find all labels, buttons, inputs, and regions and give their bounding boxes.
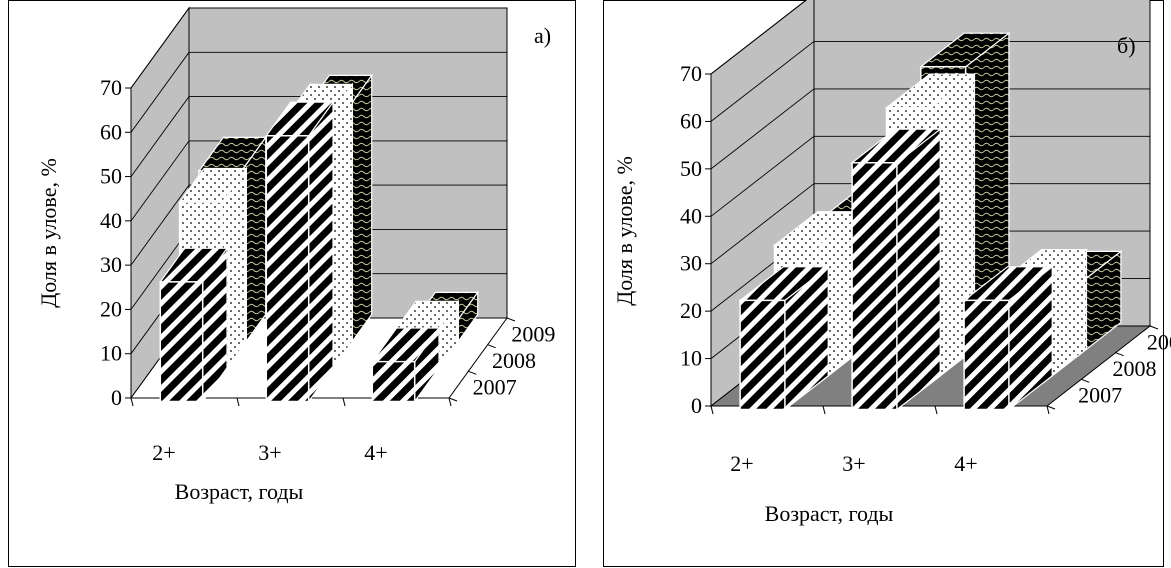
y-tick-label: 30 [680,251,702,276]
x-tick [448,397,452,407]
x-category-label: 3+ [258,440,281,465]
depth-tick [468,370,477,375]
x-category-label: 4+ [954,451,977,476]
depth-tick [506,317,516,322]
y-tick-label: 40 [100,208,122,233]
x-tick [822,405,826,415]
y-tick-label: 20 [100,296,122,321]
gridline [710,0,808,75]
series-depth-label: 2008 [1113,356,1157,381]
bar-2007-4+ [962,265,1054,411]
y-tick-label: 50 [100,164,122,189]
x-tick [934,405,938,415]
series-depth-label: 2009 [1147,329,1171,354]
y-tick-label: 30 [100,252,122,277]
y-tick-label: 10 [100,341,122,366]
gridline [130,7,507,89]
series-depth-label: 2008 [492,348,536,373]
x-category-label: 3+ [842,451,865,476]
y-tick-label: 70 [680,61,702,86]
gridline [710,135,1150,217]
bar-2007-2+ [738,265,830,411]
y-tick-label: 70 [100,75,122,100]
series-depth-label: 2009 [511,321,555,346]
bar-2007-2+ [159,246,229,404]
gridline [710,183,1150,265]
gridline [130,51,507,133]
gridline [710,88,1150,170]
x-category-label: 4+ [364,440,387,465]
bar-2007-4+ [371,326,441,404]
x-axis-title: Возраст, годы [765,501,894,526]
bar-2007-3+ [850,127,942,411]
gridline [130,184,507,266]
bar-2007-3+ [265,100,335,404]
depth-tick [1149,325,1159,330]
y-axis-title: Доля в улове, % [612,156,637,306]
y-tick-label: 60 [680,108,702,133]
gridline [130,140,507,222]
depth-tick [1046,405,1056,410]
y-tick-label: 40 [680,203,702,228]
x-tick [130,397,134,407]
depth-tick [1081,378,1090,383]
depth-tick [1115,352,1124,357]
series-depth-label: 2007 [473,375,517,400]
gridline [710,40,1150,122]
gridline [130,96,507,177]
x-category-label: 2+ [730,451,753,476]
y-tick-label: 10 [680,346,702,371]
chart-panel-a: 0 10 20 30 40 50 60 70 2+ 3+ 4+ 2007 2008 2009 Возраст… [8,0,576,567]
depth-tick [487,344,496,349]
x-axis-title: Возраст, годы [175,479,304,504]
y-tick-label: 0 [111,385,122,410]
panel-label: а) [534,23,551,48]
y-tick-label: 60 [100,119,122,144]
y-axis-title: Доля в улове, % [36,158,61,308]
panel-label: б) [1117,33,1136,58]
x-tick [236,397,240,407]
x-category-label: 2+ [152,440,175,465]
x-tick [342,397,346,407]
y-tick-label: 0 [691,393,702,418]
x-tick [1046,405,1050,415]
y-tick-label: 50 [680,156,702,181]
depth-tick [448,397,458,402]
y-tick-label: 20 [680,298,702,323]
series-depth-label: 2007 [1078,383,1122,408]
x-tick [710,405,714,415]
